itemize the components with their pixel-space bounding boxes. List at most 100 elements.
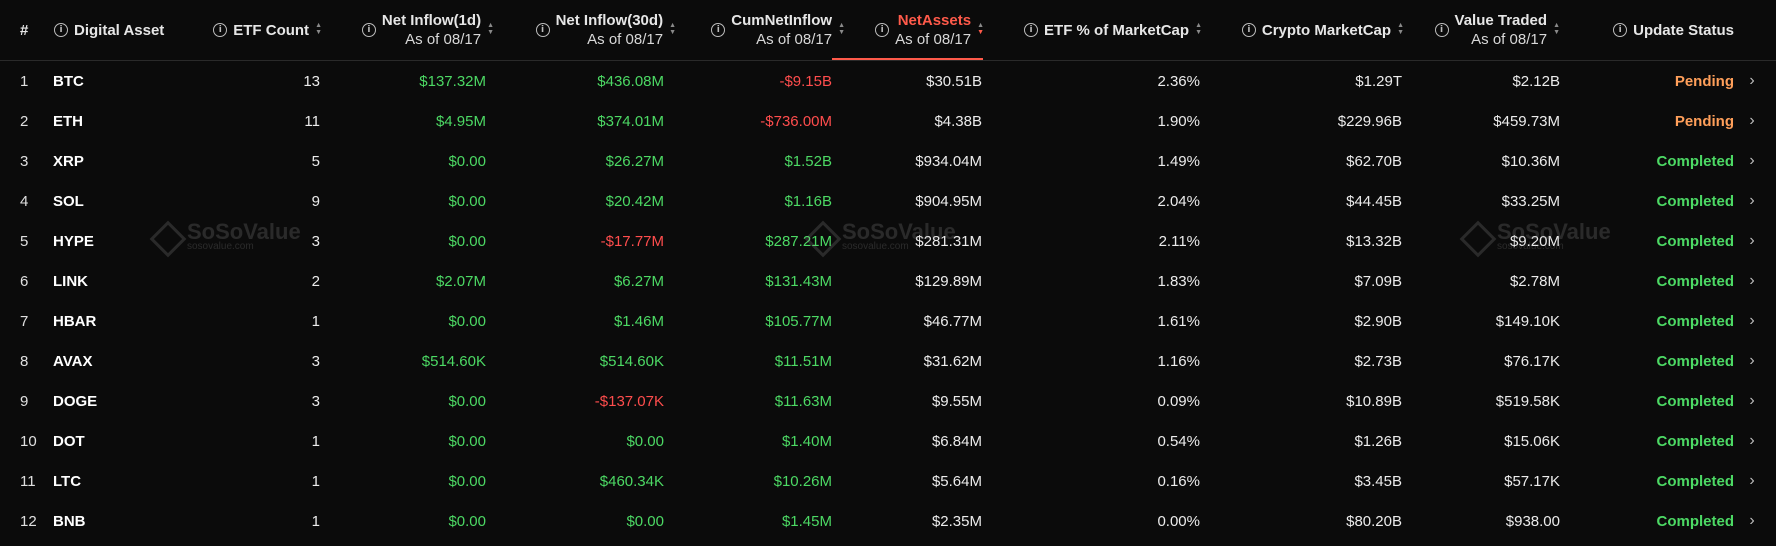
chevron-right-icon[interactable]: › — [1749, 352, 1755, 369]
chevron-right-icon[interactable]: › — [1749, 312, 1755, 329]
cell-asset[interactable]: HBAR — [53, 312, 97, 330]
cell-asset[interactable]: LTC — [53, 472, 82, 490]
col-value-traded-label: Value Traded — [1454, 12, 1548, 29]
cell-net-inflow-30d: $374.01M — [597, 112, 664, 130]
table-row[interactable]: 3 XRP 5 $0.00 $26.27M $1.52B $934.04M 1.49% $62.… — [0, 141, 1776, 181]
cell-value-traded: $519.58K — [1495, 392, 1560, 410]
info-icon[interactable]: i — [875, 23, 890, 37]
cell-index: 10 — [20, 432, 37, 450]
cell-asset[interactable]: SOL — [53, 192, 84, 210]
table-row[interactable]: 10 DOT 1 $0.00 $0.00 $1.40M $6.84M 0.54% $1.26B $… — [0, 421, 1776, 461]
cell-cum-net-inflow: $1.40M — [781, 432, 832, 450]
cell-asset[interactable]: XRP — [53, 152, 84, 170]
sort-icon[interactable]: ▲ ▼ — [315, 22, 322, 36]
table-row[interactable]: 7 HBAR 1 $0.00 $1.46M $105.77M $46.77M 1.61% $2.… — [0, 301, 1776, 341]
chevron-right-icon[interactable]: › — [1749, 152, 1755, 169]
col-net-inflow-30d-header[interactable]: i Net Inflow(30d) As of 08/17 ▲ ▼ — [520, 0, 676, 60]
cell-etf-pct: 2.36% — [1157, 72, 1200, 90]
table-row[interactable]: 9 DOGE 3 $0.00 -$137.07K $11.63M $9.55M 0.09% $1… — [0, 381, 1776, 421]
cell-crypto-mcap: $7.09B — [1354, 272, 1402, 290]
col-net-inflow-1d-label: Net Inflow(1d) — [381, 12, 482, 29]
cell-net-assets: $129.89M — [915, 272, 982, 290]
table-row[interactable]: 6 LINK 2 $2.07M $6.27M $131.43M $129.89M 1.83% $… — [0, 261, 1776, 301]
table-header: # i Digital Asset i ETF Count ▲ ▼ i Net I… — [0, 0, 1776, 61]
chevron-right-icon[interactable]: › — [1749, 192, 1755, 209]
cell-asset[interactable]: LINK — [53, 272, 88, 290]
col-update-status-header[interactable]: i Update Status — [1600, 0, 1734, 60]
cell-update-status: Completed — [1656, 392, 1734, 410]
cell-net-inflow-1d: $0.00 — [448, 512, 486, 530]
sort-icon[interactable]: ▲ ▼ — [838, 22, 845, 36]
table-row[interactable]: 5 HYPE 3 $0.00 -$17.77M $287.21M $281.31M 2.11%… — [0, 221, 1776, 261]
cell-etf-count: 9 — [311, 192, 320, 210]
table-row[interactable]: 8 AVAX 3 $514.60K $514.60K $11.51M $31.62M 1.16… — [0, 341, 1776, 381]
col-net-assets-header[interactable]: i NetAssets As of 08/17 ▲ ▼ — [860, 0, 984, 60]
col-asset-header[interactable]: i Digital Asset — [54, 0, 164, 60]
cell-asset[interactable]: DOGE — [53, 392, 98, 410]
info-icon[interactable]: i — [1434, 23, 1449, 37]
col-net-assets-sub: As of 08/17 — [895, 31, 972, 48]
col-value-traded-header[interactable]: i Value Traded As of 08/17 ▲ ▼ — [1420, 0, 1560, 60]
col-net-inflow-1d-header[interactable]: i Net Inflow(1d) As of 08/17 ▲ ▼ — [340, 0, 494, 60]
sort-icon[interactable]: ▲ ▼ — [1195, 22, 1202, 36]
cell-crypto-mcap: $229.96B — [1337, 112, 1402, 130]
sort-icon[interactable]: ▲ ▼ — [669, 22, 676, 36]
info-icon[interactable]: i — [361, 23, 376, 37]
cell-value-traded: $2.78M — [1509, 272, 1560, 290]
cell-update-status: Pending — [1674, 112, 1734, 130]
sort-icon[interactable]: ▲ ▼ — [1397, 22, 1404, 36]
sort-icon[interactable]: ▲ ▼ — [487, 22, 494, 36]
cell-net-assets: $31.62M — [923, 352, 982, 370]
cell-update-status: Completed — [1656, 352, 1734, 370]
cell-asset[interactable]: BNB — [53, 512, 86, 530]
info-icon[interactable]: i — [54, 23, 68, 37]
sort-desc-icon[interactable]: ▲ ▼ — [977, 22, 984, 36]
info-icon[interactable]: i — [711, 23, 726, 37]
cell-update-status: Completed — [1656, 472, 1734, 490]
cell-asset[interactable]: BTC — [53, 72, 84, 90]
chevron-right-icon[interactable]: › — [1749, 472, 1755, 489]
table-row[interactable]: 4 SOL 9 $0.00 $20.42M $1.16B $904.95M 2.04% $44.… — [0, 181, 1776, 221]
chevron-right-icon[interactable]: › — [1749, 392, 1755, 409]
info-icon[interactable]: i — [1024, 23, 1039, 37]
col-etf-pct-header[interactable]: i ETF % of MarketCap ▲ ▼ — [1010, 0, 1202, 60]
cell-cum-net-inflow: $11.63M — [774, 392, 832, 410]
cell-net-inflow-1d: $137.32M — [419, 72, 486, 90]
cell-net-inflow-1d: $0.00 — [448, 472, 486, 490]
chevron-right-icon[interactable]: › — [1749, 112, 1755, 129]
col-etf-pct-label: ETF % of MarketCap — [1044, 21, 1190, 39]
cell-net-assets: $2.35M — [931, 512, 982, 530]
cell-asset[interactable]: DOT — [53, 432, 85, 450]
col-crypto-mcap-header[interactable]: i Crypto MarketCap ▲ ▼ — [1220, 0, 1404, 60]
info-icon[interactable]: i — [535, 23, 550, 37]
col-cum-net-inflow-header[interactable]: i CumNetInflow As of 08/17 ▲ ▼ — [690, 0, 845, 60]
cell-index: 6 — [20, 272, 29, 290]
chevron-right-icon[interactable]: › — [1749, 72, 1755, 89]
table-row[interactable]: 11 LTC 1 $0.00 $460.34K $10.26M $5.64M 0.16% $3.… — [0, 461, 1776, 501]
table-row[interactable]: 2 ETH 11 $4.95M $374.01M -$736.00M $4.38B 1.90%… — [0, 101, 1776, 141]
cell-index: 9 — [20, 392, 29, 410]
chevron-right-icon[interactable]: › — [1749, 232, 1755, 249]
cell-net-inflow-30d: $26.27M — [605, 152, 664, 170]
chevron-right-icon[interactable]: › — [1749, 512, 1755, 529]
col-etf-count-header[interactable]: i ETF Count ▲ ▼ — [200, 0, 322, 60]
cell-asset[interactable]: ETH — [53, 112, 83, 130]
sort-icon[interactable]: ▲ ▼ — [1553, 22, 1560, 36]
cell-asset[interactable]: HYPE — [53, 232, 94, 250]
col-etf-count-label: ETF Count — [233, 21, 310, 39]
info-icon[interactable]: i — [1241, 23, 1256, 37]
cell-value-traded: $76.17K — [1504, 352, 1560, 370]
cell-etf-count: 2 — [311, 272, 320, 290]
info-icon[interactable]: i — [213, 23, 228, 37]
table-body: 1 BTC 13 $137.32M $436.08M -$9.15B $30.51B 2.36… — [0, 61, 1776, 541]
cell-value-traded: $149.10K — [1495, 312, 1560, 330]
table-row[interactable]: 12 BNB 1 $0.00 $0.00 $1.45M $2.35M 0.00% $80.20B… — [0, 501, 1776, 541]
cell-etf-pct: 0.16% — [1157, 472, 1200, 490]
chevron-right-icon[interactable]: › — [1749, 272, 1755, 289]
table-row[interactable]: 1 BTC 13 $137.32M $436.08M -$9.15B $30.51B 2.36… — [0, 61, 1776, 101]
info-icon[interactable]: i — [1613, 23, 1628, 37]
cell-asset[interactable]: AVAX — [53, 352, 93, 370]
cell-etf-count: 3 — [311, 232, 320, 250]
chevron-right-icon[interactable]: › — [1749, 432, 1755, 449]
cell-update-status: Completed — [1656, 272, 1734, 290]
